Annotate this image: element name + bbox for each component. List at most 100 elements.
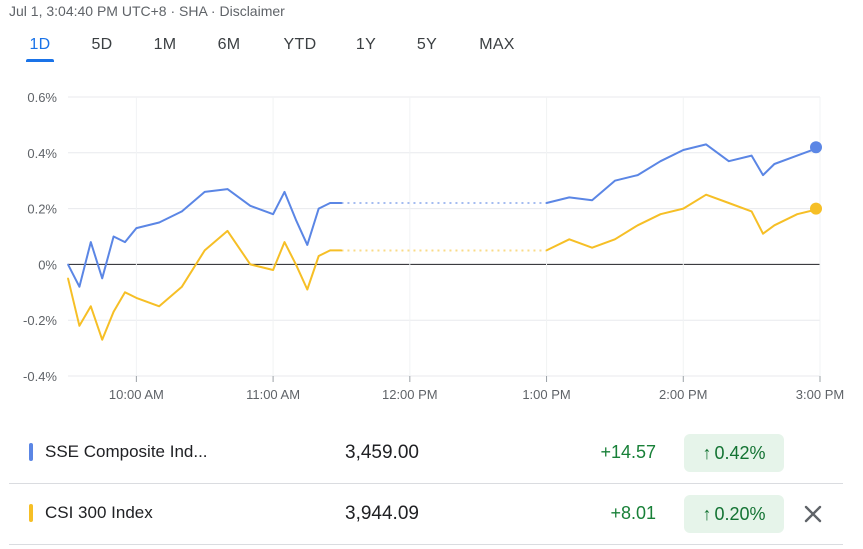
tab-ytd[interactable]: YTD (283, 36, 317, 53)
data-point (773, 224, 776, 227)
data-point (89, 305, 92, 308)
data-point (329, 249, 331, 252)
data-point (158, 305, 160, 308)
data-point (796, 213, 799, 215)
data-point (568, 196, 571, 199)
data-point (89, 241, 92, 243)
tab-5d[interactable]: 5D (91, 36, 113, 53)
series-change: +14.57 (600, 442, 656, 462)
series-name: CSI 300 Index (45, 503, 153, 522)
y-tick-label: 0% (38, 257, 57, 272)
line-chart[interactable]: 0.6% 0.4% 0.2% 0% -0.2% -0.4% 10:00 AM 11:00 AM… (0, 82, 863, 412)
data-point (762, 232, 764, 235)
data-point (317, 255, 320, 257)
data-point (614, 179, 616, 182)
data-point (272, 269, 274, 271)
data-point (112, 311, 115, 313)
series-price: 3,459.00 (345, 442, 419, 463)
data-point (545, 202, 548, 204)
data-point (203, 249, 206, 252)
data-point (796, 154, 799, 157)
chart-header-info: Jul 1, 3:04:40 PM UTC+8 · SHA · Disclaim… (9, 3, 285, 19)
x-tick-label: 3:00 PM (796, 387, 844, 402)
data-point (705, 193, 707, 196)
x-tick-label: 10:00 AM (109, 387, 164, 402)
data-point (306, 288, 309, 291)
series-line-morning (67, 229, 342, 341)
data-point (67, 263, 69, 266)
data-point (101, 277, 103, 280)
close-icon[interactable] (799, 500, 827, 528)
data-point (614, 238, 616, 241)
series-price: 3,944.09 (345, 503, 419, 524)
data-point (124, 291, 126, 294)
percent-change-value: 0.42% (714, 443, 766, 463)
tab-1y[interactable]: 1Y (355, 36, 377, 53)
data-point (249, 263, 252, 266)
data-point (329, 202, 331, 204)
y-tick-label: 0.4% (27, 146, 57, 161)
tab-1m[interactable]: 1M (153, 36, 177, 53)
series-end-marker (810, 141, 822, 154)
data-point (124, 241, 126, 243)
y-tick-label: 0.6% (27, 90, 57, 105)
data-point (636, 224, 639, 227)
data-point (67, 277, 69, 280)
data-point (226, 230, 229, 232)
data-point (568, 238, 571, 241)
legend-row-csi300[interactable]: CSI 300 Index 3,944.09 +8.01 ↑ 0.20% (9, 486, 843, 545)
data-point (295, 218, 297, 221)
arrow-up-icon: ↑ (702, 504, 712, 524)
data-point (203, 191, 206, 193)
data-point (112, 235, 115, 238)
y-tick-label: 0.2% (27, 202, 57, 217)
data-point (135, 297, 138, 299)
series-name: SSE Composite Ind... (45, 442, 208, 461)
data-point (181, 285, 183, 288)
data-point (750, 154, 753, 157)
data-point (728, 160, 730, 162)
data-point (158, 221, 160, 224)
data-point (750, 210, 753, 213)
y-tick-label: -0.4% (23, 369, 57, 384)
arrow-up-icon: ↑ (702, 443, 712, 463)
data-point (682, 207, 685, 210)
active-tab-indicator (26, 59, 54, 62)
data-point (283, 241, 286, 243)
data-point (306, 244, 309, 246)
series-color-swatch (29, 504, 33, 522)
series-change: +8.01 (610, 503, 656, 523)
data-point (705, 143, 707, 146)
data-point (135, 227, 138, 229)
data-point (340, 202, 343, 204)
percent-change-badge: ↑ 0.42% (684, 434, 784, 472)
data-point (591, 246, 593, 249)
series-line-afternoon (546, 193, 821, 252)
data-point (295, 263, 297, 266)
x-tick-label: 1:00 PM (522, 387, 570, 402)
x-tick-label: 2:00 PM (659, 387, 707, 402)
data-point (272, 213, 274, 215)
data-point (773, 163, 776, 165)
legend-row-sse[interactable]: SSE Composite Ind... 3,459.00 +14.57 ↑ 0.… (9, 425, 843, 484)
data-point (283, 191, 286, 193)
data-point (317, 207, 320, 210)
data-point (636, 174, 639, 176)
data-point (682, 149, 685, 151)
percent-change-badge: ↑ 0.20% (684, 495, 784, 533)
tab-1d[interactable]: 1D (29, 36, 51, 53)
data-point (101, 338, 103, 341)
series-color-swatch (29, 443, 33, 461)
series-line-afternoon (546, 143, 821, 204)
series-end-marker (810, 202, 822, 215)
y-tick-label: -0.2% (23, 313, 57, 328)
tab-6m[interactable]: 6M (217, 36, 241, 53)
data-point (226, 188, 229, 190)
data-point (249, 205, 252, 207)
data-point (340, 249, 343, 252)
tab-5y[interactable]: 5Y (416, 36, 438, 53)
x-tick-label: 11:00 AM (246, 387, 300, 402)
tab-max[interactable]: MAX (479, 36, 515, 53)
x-tick-label: 12:00 PM (382, 387, 438, 402)
data-point (78, 324, 81, 327)
